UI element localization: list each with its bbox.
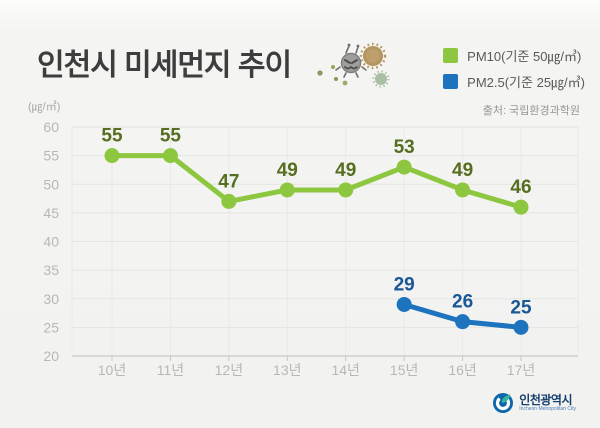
dust-dot-icon [342, 80, 348, 86]
svg-text:14년: 14년 [331, 362, 359, 378]
source-note: 출처: 국립환경과학원 [482, 105, 580, 117]
svg-text:49: 49 [452, 160, 473, 181]
svg-text:50: 50 [43, 176, 59, 192]
germ-icon [335, 43, 367, 78]
svg-text:10년: 10년 [98, 362, 126, 378]
dust-particle-icon [372, 70, 390, 88]
page-title: 인천시 미세먼지 추이 [37, 49, 292, 82]
svg-text:47: 47 [218, 171, 239, 192]
legend: PM10(기준 50㎍/㎥) PM2.5(기준 25㎍/㎥) [443, 46, 585, 91]
svg-text:17년: 17년 [507, 362, 535, 378]
svg-text:35: 35 [43, 262, 59, 278]
svg-text:55: 55 [43, 148, 59, 164]
svg-text:45: 45 [43, 205, 59, 221]
legend-item-pm10: PM10(기준 50㎍/㎥) [443, 46, 585, 65]
svg-text:29: 29 [394, 274, 415, 295]
svg-text:15년: 15년 [390, 362, 418, 378]
svg-text:40: 40 [43, 234, 59, 250]
legend-label-pm10: PM10(기준 50㎍/㎥) [467, 49, 582, 64]
svg-text:(㎍/㎥): (㎍/㎥) [28, 100, 60, 113]
dust-particle-icon [359, 42, 387, 70]
incheon-logo-icon [493, 393, 514, 413]
legend-label-pm25: PM2.5(기준 25㎍/㎥) [467, 75, 585, 90]
svg-text:11년: 11년 [157, 362, 184, 378]
svg-text:53: 53 [394, 137, 415, 158]
svg-text:25: 25 [43, 319, 59, 335]
svg-text:55: 55 [101, 126, 123, 147]
svg-text:46: 46 [510, 177, 531, 198]
svg-text:30: 30 [43, 291, 59, 307]
svg-text:49: 49 [277, 160, 298, 181]
legend-swatch-pm10 [443, 48, 459, 63]
svg-text:13년: 13년 [273, 362, 301, 378]
incheon-logo: 인천광역시 Incheon Metropolitan City [492, 392, 576, 414]
dust-dot-icon [317, 70, 323, 76]
logo-text: 인천광역시 [519, 392, 572, 407]
svg-text:55: 55 [160, 126, 182, 147]
legend-swatch-pm25 [443, 74, 459, 89]
dust-dot-icon [331, 65, 335, 69]
svg-text:60: 60 [43, 119, 59, 135]
dust-illustration-icon [317, 42, 390, 88]
svg-text:12년: 12년 [215, 362, 243, 378]
svg-text:20: 20 [43, 348, 59, 364]
svg-text:16년: 16년 [448, 362, 476, 378]
logo-subtext: Incheon Metropolitan City [519, 405, 576, 412]
svg-text:49: 49 [335, 160, 356, 181]
svg-text:26: 26 [452, 292, 473, 313]
dust-dot-icon [334, 77, 338, 81]
svg-text:25: 25 [510, 297, 532, 318]
legend-item-pm25: PM2.5(기준 25㎍/㎥) [443, 72, 585, 91]
